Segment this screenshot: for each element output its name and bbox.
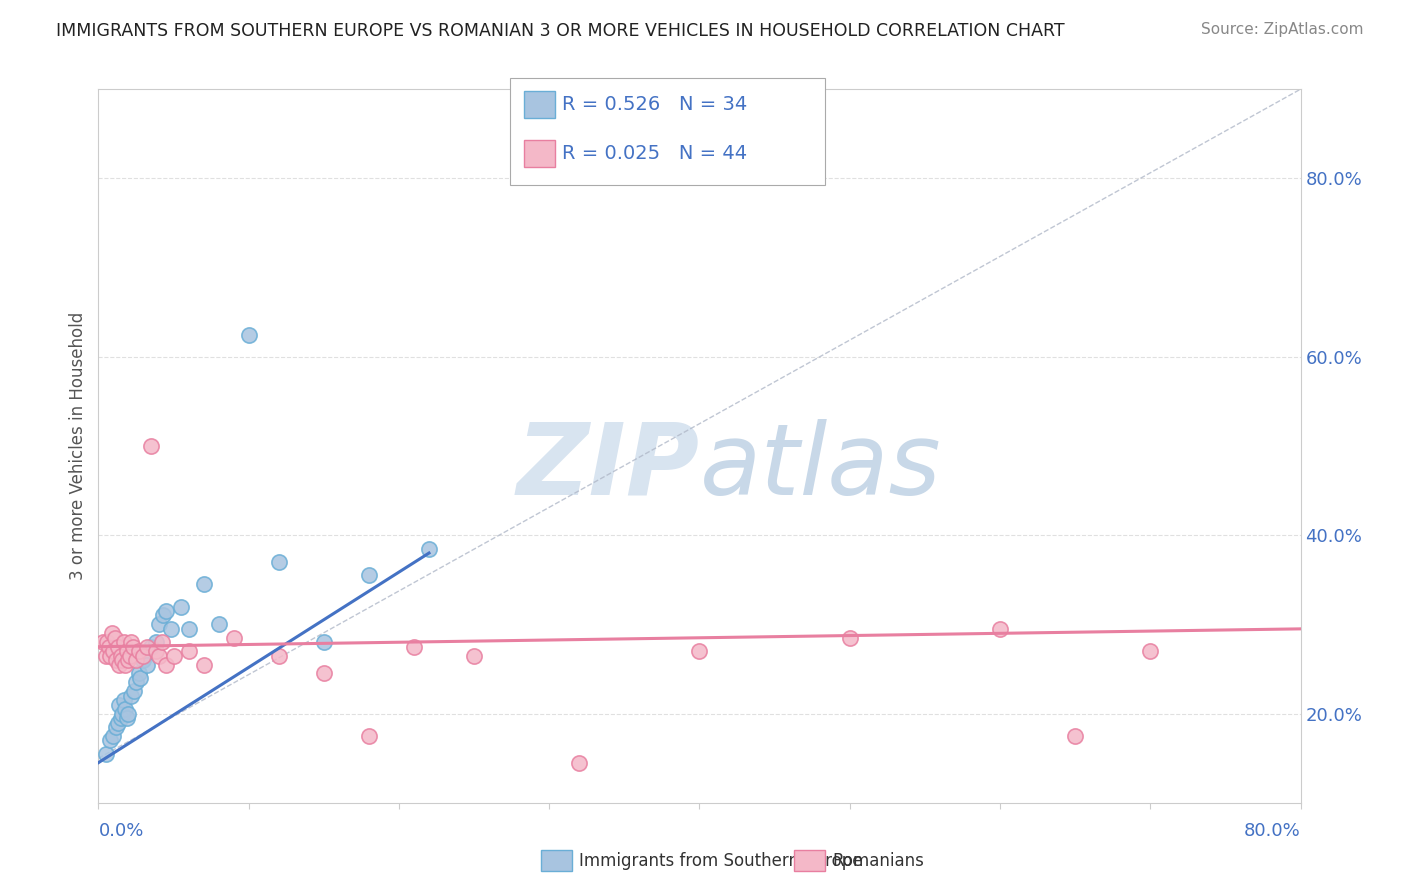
Point <box>418 541 440 556</box>
Point <box>568 756 591 770</box>
Point <box>145 635 167 649</box>
Point <box>128 644 150 658</box>
Text: ZIP: ZIP <box>516 419 700 516</box>
Point <box>132 648 155 663</box>
Point <box>114 657 136 672</box>
Point <box>402 640 425 654</box>
Point <box>103 644 125 658</box>
Point <box>177 622 200 636</box>
Point <box>111 653 134 667</box>
Point <box>115 711 138 725</box>
Point <box>463 648 485 663</box>
Point <box>124 684 146 698</box>
Point <box>162 648 184 663</box>
Point <box>193 657 215 672</box>
Point <box>97 640 120 654</box>
Point <box>107 715 129 730</box>
Point <box>267 555 290 569</box>
Point <box>689 644 711 658</box>
Point <box>91 635 114 649</box>
Point <box>110 648 132 663</box>
Text: 0.0%: 0.0% <box>98 822 143 840</box>
Point <box>148 648 170 663</box>
Point <box>238 327 260 342</box>
Point <box>121 689 143 703</box>
Point <box>155 657 177 672</box>
Point <box>139 439 162 453</box>
Point <box>118 648 141 663</box>
Text: atlas: atlas <box>700 419 941 516</box>
Y-axis label: 3 or more Vehicles in Household: 3 or more Vehicles in Household <box>69 312 87 580</box>
Point <box>101 626 124 640</box>
Point <box>148 617 170 632</box>
Text: Source: ZipAtlas.com: Source: ZipAtlas.com <box>1201 22 1364 37</box>
Point <box>357 729 380 743</box>
Point <box>357 568 380 582</box>
Text: R = 0.025   N = 44: R = 0.025 N = 44 <box>562 144 748 163</box>
Point <box>132 653 155 667</box>
Point <box>121 635 143 649</box>
Point <box>96 635 118 649</box>
Text: IMMIGRANTS FROM SOUTHERN EUROPE VS ROMANIAN 3 OR MORE VEHICLES IN HOUSEHOLD CORR: IMMIGRANTS FROM SOUTHERN EUROPE VS ROMAN… <box>56 22 1064 40</box>
Point <box>152 608 174 623</box>
Point <box>1139 644 1161 658</box>
Point <box>94 648 117 663</box>
Point <box>267 648 290 663</box>
Point <box>103 729 125 743</box>
Point <box>94 747 117 761</box>
Point <box>122 640 145 654</box>
Point <box>208 617 231 632</box>
Point <box>129 671 152 685</box>
Point <box>312 666 335 681</box>
Point <box>104 631 127 645</box>
Point <box>108 657 131 672</box>
Point <box>110 711 132 725</box>
Point <box>145 644 167 658</box>
Point <box>117 706 139 721</box>
Text: Immigrants from Southern Europe: Immigrants from Southern Europe <box>579 852 863 870</box>
Point <box>108 698 131 712</box>
Point <box>100 733 122 747</box>
Text: 80.0%: 80.0% <box>1244 822 1301 840</box>
Point <box>135 657 157 672</box>
Point <box>105 653 128 667</box>
Point <box>125 675 148 690</box>
Point <box>115 644 138 658</box>
Point <box>139 640 162 654</box>
Point <box>222 631 245 645</box>
Point <box>155 604 177 618</box>
Point <box>112 635 135 649</box>
Point <box>100 648 122 663</box>
Text: R = 0.526   N = 34: R = 0.526 N = 34 <box>562 95 748 114</box>
Point <box>193 577 215 591</box>
Point <box>1064 729 1087 743</box>
Point <box>177 644 200 658</box>
Point <box>135 640 157 654</box>
Point <box>128 666 150 681</box>
Point <box>107 640 129 654</box>
Point <box>170 599 193 614</box>
Point <box>105 720 128 734</box>
Point <box>114 702 136 716</box>
Point <box>159 622 181 636</box>
Point <box>111 706 134 721</box>
Text: Romanians: Romanians <box>832 852 924 870</box>
Point <box>117 653 139 667</box>
Point <box>988 622 1011 636</box>
Point <box>150 635 173 649</box>
Point <box>112 693 135 707</box>
Point <box>838 631 860 645</box>
Point <box>312 635 335 649</box>
Point <box>125 653 148 667</box>
